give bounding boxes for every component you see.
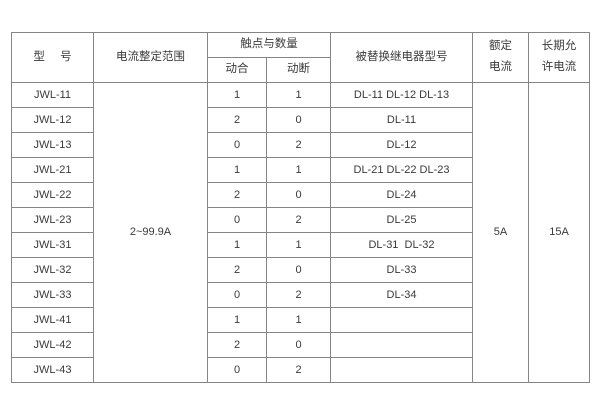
cell-replacement-relay <box>330 307 473 333</box>
table-row: JWL-22 2 0 DL-24 <box>11 182 590 208</box>
cell-contacts-normally-open: 1 <box>207 307 267 333</box>
cell-replacement-relay <box>330 332 473 358</box>
long-term-current-line-2: 许电流 <box>541 61 577 73</box>
cell-contacts-normally-open: 2 <box>207 182 267 208</box>
cell-contacts-normally-open: 1 <box>207 157 267 183</box>
cell-contacts-normally-open: 0 <box>207 357 267 383</box>
table-body: JWL-11 2~99.9A 1 1 DL-11 DL-12 DL-13 5A 15A JWL… <box>11 82 590 383</box>
cell-contacts-normally-open: 2 <box>207 257 267 283</box>
cell-replacement-relay: DL-33 <box>330 257 473 283</box>
table-row: JWL-12 2 0 DL-11 <box>11 107 590 133</box>
cell-replacement-relay: DL-11 DL-12 DL-13 <box>330 82 473 108</box>
cell-contacts-normally-open: 0 <box>207 207 267 233</box>
cell-contacts-normally-closed: 2 <box>266 207 331 233</box>
cell-long-term-current-merged: 15A <box>528 82 590 383</box>
table-row: JWL-21 1 1 DL-21 DL-22 DL-23 <box>11 157 590 183</box>
rated-current-line-2: 电流 <box>489 61 512 73</box>
cell-model: JWL-41 <box>11 307 94 333</box>
spec-table-container: 型 号 电流整定范围 触点与数量 被替换继电器型号 额定电流 长期允许电流 动合… <box>11 32 590 383</box>
table-row: JWL-23 0 2 DL-25 <box>11 207 590 233</box>
cell-model: JWL-31 <box>11 232 94 258</box>
cell-contacts-normally-closed: 2 <box>266 132 331 158</box>
table-row: JWL-31 1 1 DL-31 DL-32 <box>11 232 590 258</box>
cell-model: JWL-21 <box>11 157 94 183</box>
cell-model: JWL-43 <box>11 357 94 383</box>
cell-contacts-normally-open: 0 <box>207 132 267 158</box>
cell-model: JWL-42 <box>11 332 94 358</box>
cell-contacts-normally-open: 0 <box>207 282 267 308</box>
column-header-contacts-normally-open: 动合 <box>207 57 267 83</box>
cell-contacts-normally-closed: 2 <box>266 282 331 308</box>
cell-contacts-normally-open: 1 <box>207 82 267 108</box>
cell-contacts-normally-closed: 0 <box>266 107 331 133</box>
cell-replacement-relay: DL-11 <box>330 107 473 133</box>
cell-replacement-relay: DL-34 <box>330 282 473 308</box>
cell-model: JWL-12 <box>11 107 94 133</box>
cell-model: JWL-32 <box>11 257 94 283</box>
cell-contacts-normally-closed: 0 <box>266 182 331 208</box>
cell-replacement-relay: DL-31 DL-32 <box>330 232 473 258</box>
cell-replacement-relay: DL-25 <box>330 207 473 233</box>
column-header-model: 型 号 <box>11 32 94 83</box>
cell-contacts-normally-open: 2 <box>207 107 267 133</box>
cell-replacement-relay: DL-12 <box>330 132 473 158</box>
cell-replacement-relay: DL-24 <box>330 182 473 208</box>
cell-contacts-normally-closed: 1 <box>266 157 331 183</box>
cell-model: JWL-23 <box>11 207 94 233</box>
cell-contacts-normally-closed: 1 <box>266 232 331 258</box>
cell-model: JWL-22 <box>11 182 94 208</box>
cell-contacts-normally-open: 1 <box>207 232 267 258</box>
table-row: JWL-41 1 1 <box>11 307 590 333</box>
table-row: JWL-42 2 0 <box>11 332 590 358</box>
relay-spec-table: 型 号 电流整定范围 触点与数量 被替换继电器型号 额定电流 长期允许电流 动合… <box>11 32 590 383</box>
table-header: 型 号 电流整定范围 触点与数量 被替换继电器型号 额定电流 长期允许电流 动合… <box>11 32 590 83</box>
table-row: JWL-33 0 2 DL-34 <box>11 282 590 308</box>
cell-contacts-normally-open: 2 <box>207 332 267 358</box>
column-header-current-range: 电流整定范围 <box>93 32 208 83</box>
column-header-replacement-relay: 被替换继电器型号 <box>330 32 473 83</box>
cell-contacts-normally-closed: 1 <box>266 82 331 108</box>
column-header-rated-current: 额定 电流 <box>472 32 529 83</box>
table-row: JWL-13 0 2 DL-12 <box>11 132 590 158</box>
cell-replacement-relay: DL-21 DL-22 DL-23 <box>330 157 473 183</box>
cell-model: JWL-11 <box>11 82 94 108</box>
cell-rated-current-merged: 5A <box>472 82 529 383</box>
cell-contacts-normally-closed: 0 <box>266 332 331 358</box>
cell-contacts-normally-closed: 1 <box>266 307 331 333</box>
cell-current-range-merged: 2~99.9A <box>93 82 208 383</box>
header-row-secondary: 动合 动断 <box>12 57 590 83</box>
table-row: JWL-43 0 2 <box>11 357 590 383</box>
header-row-primary: 型 号 电流整定范围 触点与数量 被替换继电器型号 额定电流 长期允许电流 <box>11 32 590 83</box>
cell-replacement-relay <box>330 357 473 383</box>
table-row: JWL-11 2~99.9A 1 1 DL-11 DL-12 DL-13 5A 15A <box>11 82 590 383</box>
long-term-current-line-1: 长期允 <box>541 40 577 53</box>
column-header-contacts-normally-closed: 动断 <box>266 57 331 83</box>
column-header-long-term-current: 长期允 许电流 <box>528 32 590 83</box>
cell-model: JWL-13 <box>11 132 94 158</box>
rated-current-line-1: 额定 <box>489 40 512 53</box>
cell-contacts-normally-closed: 0 <box>266 257 331 283</box>
cell-contacts-normally-closed: 2 <box>266 357 331 383</box>
column-header-contacts-group: 触点与数量 <box>207 32 331 58</box>
cell-model: JWL-33 <box>11 282 94 308</box>
